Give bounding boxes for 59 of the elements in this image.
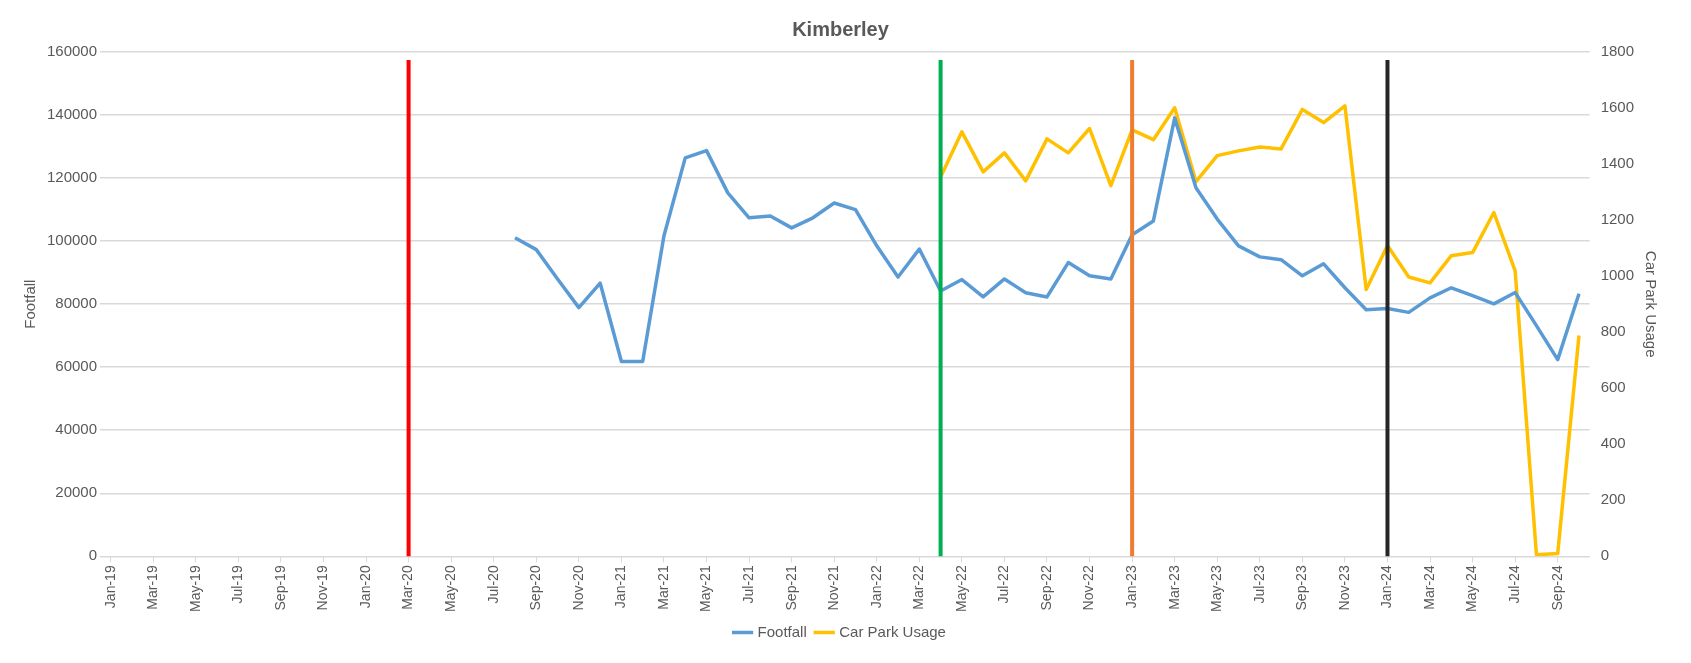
y2-tick-label: 1600 <box>1600 98 1635 116</box>
x-tick-label: Jul-19 <box>229 565 246 604</box>
y2-tick-label: 0 <box>1600 546 1609 564</box>
y-tick-label: 80000 <box>55 294 98 312</box>
y-tick-label: 60000 <box>55 357 98 375</box>
x-tick-label: Jan-24 <box>1378 565 1395 609</box>
x-tick-label: Sep-21 <box>782 565 799 611</box>
y2-tick-label: 400 <box>1600 434 1626 452</box>
y2-tick-label: 600 <box>1600 378 1626 396</box>
x-tick-label: Sep-20 <box>527 565 544 611</box>
x-tick-label: Mar-22 <box>910 565 927 610</box>
x-tick-label: Nov-23 <box>1335 565 1352 611</box>
y-tick-label: 160000 <box>46 42 98 60</box>
x-tick-label: Mar-23 <box>1165 565 1182 610</box>
y-tick-label: 40000 <box>55 420 98 438</box>
x-tick-label: Nov-21 <box>825 565 842 611</box>
x-tick-label: Sep-19 <box>271 565 288 611</box>
x-tick-label: Mar-20 <box>399 565 416 610</box>
x-tick-label: Jan-21 <box>612 565 629 609</box>
x-tick-label: May-23 <box>1208 565 1225 612</box>
x-tick-label: Nov-22 <box>1080 565 1097 611</box>
x-tick-label: Jul-21 <box>739 565 756 604</box>
x-tick-label: May-21 <box>697 565 714 612</box>
x-tick-label: Sep-22 <box>1037 565 1054 611</box>
x-tick-label: Jul-22 <box>995 565 1012 604</box>
x-tick-label: May-24 <box>1463 565 1480 612</box>
y2-tick-label: 1400 <box>1600 154 1635 172</box>
y2-axis-title: Car Park Usage <box>1642 250 1660 358</box>
y2-tick-label: 1800 <box>1600 42 1635 60</box>
y-tick-label: 100000 <box>46 231 98 249</box>
x-tick-label: Jan-19 <box>101 565 118 609</box>
x-tick-label: Mar-19 <box>144 565 161 610</box>
x-tick-label: Nov-20 <box>569 565 586 611</box>
y-axis-title: Footfall <box>21 279 39 329</box>
x-tick-label: Nov-19 <box>314 565 331 611</box>
y-tick-label: 0 <box>88 546 98 564</box>
x-tick-label: Jul-20 <box>484 565 501 604</box>
y-tick-label: 140000 <box>46 105 98 123</box>
x-tick-label: Jul-23 <box>1250 565 1267 604</box>
y2-tick-label: 1200 <box>1600 210 1635 228</box>
x-tick-label: Sep-24 <box>1548 565 1565 611</box>
x-tick-label: Mar-21 <box>654 565 671 610</box>
x-tick-label: May-19 <box>186 565 203 612</box>
x-tick-label: Jan-20 <box>356 565 373 609</box>
x-tick-label: Jan-23 <box>1122 565 1139 609</box>
y2-tick-label: 800 <box>1600 322 1626 340</box>
x-tick-label: Jul-24 <box>1506 565 1523 604</box>
y2-tick-label: 200 <box>1600 490 1626 508</box>
legend-label: Footfall <box>757 622 807 640</box>
x-tick-label: Mar-24 <box>1420 565 1437 610</box>
x-tick-label: Jan-22 <box>867 565 884 609</box>
y2-tick-label: 1000 <box>1600 266 1635 284</box>
y-tick-label: 120000 <box>46 168 98 186</box>
y-tick-label: 20000 <box>55 483 98 501</box>
x-tick-label: May-20 <box>442 565 459 612</box>
x-tick-label: Sep-23 <box>1293 565 1310 611</box>
chart-title: Kimberley <box>792 17 890 40</box>
legend-label: Car Park Usage <box>839 622 946 640</box>
x-tick-label: May-22 <box>952 565 969 612</box>
